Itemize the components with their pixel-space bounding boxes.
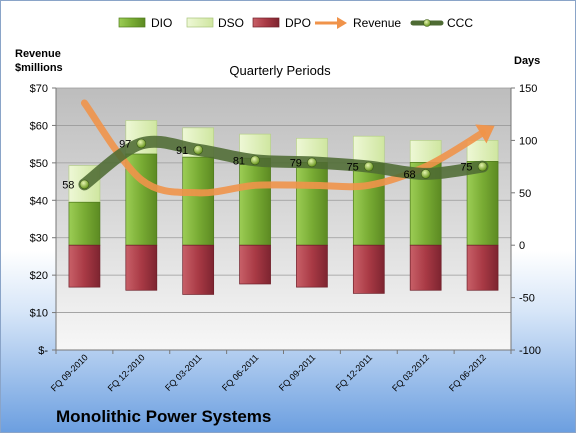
bar-dpo-7 [466, 244, 499, 291]
ccc-point-3 [250, 155, 260, 166]
y-left-title-line1: Revenue [15, 48, 61, 60]
right-tick-label-0: -100 [519, 345, 541, 357]
ccc-label-4: 79 [290, 157, 302, 169]
x-tick-label-6: FQ 03-2012 [390, 352, 431, 393]
right-tick-label-2: 0 [519, 240, 525, 252]
legend-item-ccc: CCC [410, 16, 473, 30]
legend-marker-ccc [423, 19, 431, 27]
x-tick-label-1: FQ 12-2010 [106, 352, 147, 393]
left-tick-label-5: $50 [30, 158, 48, 170]
ccc-label-5: 75 [347, 162, 359, 174]
bar-dpo-5 [352, 244, 385, 294]
left-tick-label-6: $60 [30, 120, 48, 132]
bar-dpo-0 [68, 244, 101, 288]
x-tick-label-7: FQ 06-2012 [447, 352, 488, 393]
legend-swatch-dso [186, 17, 214, 28]
right-tick-label-3: 50 [519, 188, 531, 200]
ccc-label-3: 81 [233, 155, 245, 167]
ccc-point-2 [193, 145, 203, 155]
ccc-label-6: 68 [403, 169, 415, 181]
right-tick-label-4: 100 [519, 135, 537, 147]
bar-dpo-4 [296, 244, 328, 288]
bar-dio-2 [182, 156, 215, 246]
right-tick-label-5: 150 [519, 83, 537, 95]
left-tick-label-1: $10 [30, 308, 48, 320]
ccc-label-1: 97 [119, 139, 131, 151]
ccc-point-1 [136, 138, 147, 149]
bar-dpo-3 [239, 244, 271, 285]
legend-swatch-dio [118, 17, 146, 28]
right-tick-label-1: -50 [519, 293, 535, 305]
left-tick-label-4: $40 [30, 195, 48, 207]
bar-dio-0 [68, 201, 101, 246]
x-tick-label-5: FQ 12-2011 [334, 352, 375, 393]
bar-dpo-6 [409, 244, 442, 291]
ccc-label-0: 58 [62, 179, 74, 191]
legend-label-revenue: Revenue [353, 16, 401, 30]
legend-item-revenue: Revenue [315, 16, 401, 30]
lines-layer [78, 99, 495, 197]
legend-label-dio: DIO [151, 16, 172, 30]
legend-label-ccc: CCC [447, 16, 473, 30]
left-tick-label-7: $70 [30, 83, 48, 95]
bar-dio-3 [239, 157, 271, 246]
x-tick-label-0: FQ 09-2010 [49, 352, 90, 393]
bar-dio-5 [352, 163, 385, 246]
ccc-label-7: 75 [460, 162, 472, 174]
ccc-label-2: 91 [176, 145, 188, 157]
y-right-title: Days [514, 55, 540, 67]
bar-dio-7 [466, 161, 499, 246]
left-tick-label-0: $- [38, 345, 48, 357]
plot-area [56, 88, 511, 350]
left-tick-label-2: $20 [30, 270, 48, 282]
ccc-point-7 [477, 161, 488, 172]
bar-dio-4 [296, 162, 328, 246]
bar-dso-5 [352, 135, 385, 164]
legend-swatch-dpo [252, 17, 280, 28]
ccc-point-4 [307, 157, 317, 168]
chart-title: Quarterly Periods [229, 63, 331, 78]
legend-label-dso: DSO [218, 16, 244, 30]
legend-item-dpo: DPO [252, 16, 311, 30]
legend-item-dso: DSO [186, 16, 244, 30]
legend: DIO DSO DPO Revenue CCC [118, 16, 473, 30]
arrow-icon [337, 17, 347, 29]
legend-item-dio: DIO [118, 16, 172, 30]
revenue-arrowhead [475, 124, 495, 144]
bar-dpo-2 [182, 244, 215, 295]
x-tick-label-2: FQ 03-2011 [163, 352, 204, 393]
ccc-point-6 [420, 169, 431, 179]
ccc-point-0 [79, 179, 90, 190]
x-tick-label-3: FQ 06-2011 [220, 352, 261, 393]
ccc-labels-layer: 58 97 91 81 79 75 68 75 [62, 139, 472, 192]
ccc-point-5 [364, 161, 374, 172]
company-name: Monolithic Power Systems [56, 407, 271, 426]
x-tick-label-4: FQ 09-2011 [277, 352, 318, 393]
left-tick-label-3: $30 [30, 233, 48, 245]
y-left-title-line2: $millions [15, 62, 63, 74]
legend-label-dpo: DPO [285, 16, 311, 30]
bar-dpo-1 [125, 244, 158, 291]
revenue-line [80, 99, 487, 197]
